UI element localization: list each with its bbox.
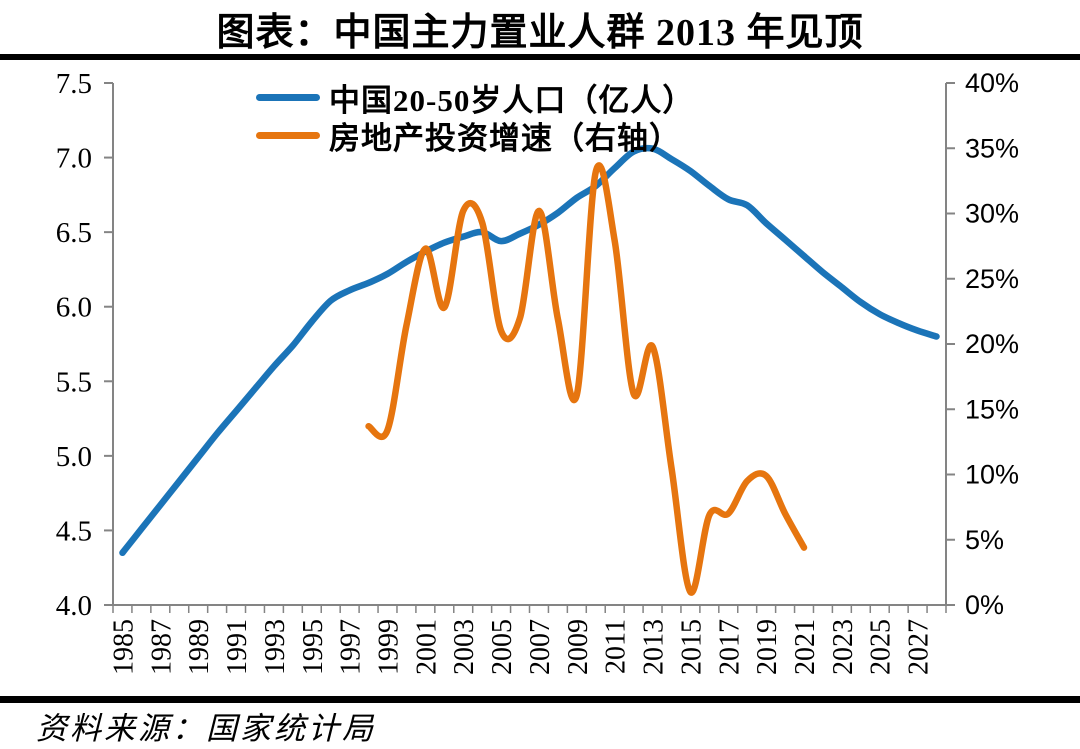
left-axis-tick-label: 7.5 xyxy=(56,68,92,100)
x-axis-tick-label: 1999 xyxy=(374,619,405,675)
x-axis-tick-label: 2005 xyxy=(487,619,518,675)
left-axis-tick-label: 5.0 xyxy=(56,441,92,473)
right-axis-tick-label: 5% xyxy=(965,525,1004,555)
right-axis-tick-label: 30% xyxy=(965,199,1019,229)
left-axis-tick-label: 4.0 xyxy=(56,590,92,622)
investment-line xyxy=(365,162,808,596)
right-axis-tick-label: 40% xyxy=(965,68,1019,98)
x-axis-tick-label: 1997 xyxy=(336,619,367,675)
left-axis-tick-label: 6.5 xyxy=(56,217,92,249)
right-axis-tick-label: 10% xyxy=(965,460,1019,490)
legend-label-investment: 房地产投资增速（右轴） xyxy=(329,120,681,156)
right-axis-tick-label: 35% xyxy=(965,133,1019,163)
x-axis-tick-label: 2017 xyxy=(714,619,745,675)
population-line xyxy=(119,144,940,557)
bottom-rule xyxy=(0,696,1080,703)
x-axis-tick-label: 1991 xyxy=(222,619,253,675)
legend-item-investment: 房地产投资增速（右轴） xyxy=(256,116,694,156)
left-axis-tick-label: 5.5 xyxy=(56,366,92,398)
x-axis-tick-label: 1989 xyxy=(184,619,215,675)
population-line-swatch xyxy=(256,93,320,101)
top-rule xyxy=(0,54,1080,60)
chart-title: 图表：中国主力置业人群 2013 年见顶 xyxy=(216,12,864,54)
x-axis-tick-label: 1987 xyxy=(146,619,177,675)
x-axis-ticks xyxy=(112,605,947,613)
legend-item-population: 中国20-50岁人口（亿人） xyxy=(256,78,694,118)
x-axis-tick-label: 1993 xyxy=(260,619,291,675)
axis-lines xyxy=(112,83,947,606)
x-axis-tick-label: 2009 xyxy=(563,619,594,675)
right-axis-tick-label: 20% xyxy=(965,329,1019,359)
x-axis-tick-label: 2019 xyxy=(752,619,783,675)
x-axis-tick-label: 2003 xyxy=(449,619,480,675)
x-axis-tick-label: 2025 xyxy=(866,619,897,675)
x-axis-tick-label: 2015 xyxy=(676,619,707,675)
legend-label-population: 中国20-50岁人口（亿人） xyxy=(329,82,695,118)
chart-legend: 中国20-50岁人口（亿人） 房地产投资增速（右轴） xyxy=(256,78,694,156)
x-axis-tick-label: 2027 xyxy=(904,619,935,675)
right-axis-tick-label: 0% xyxy=(965,590,1004,620)
investment-line-swatch xyxy=(256,131,320,139)
x-axis-tick-label: 2007 xyxy=(525,619,556,675)
x-axis-tick-label: 1995 xyxy=(298,619,329,675)
source-note: 资料来源：国家统计局 xyxy=(36,711,376,746)
left-axis-tick-label: 7.0 xyxy=(56,143,92,175)
left-axis-tick-label: 4.5 xyxy=(56,515,92,547)
x-axis-tick-label: 2001 xyxy=(411,619,442,675)
x-axis-tick-label: 2013 xyxy=(639,619,670,675)
right-axis-tick-label: 15% xyxy=(965,394,1019,424)
right-axis-tick-label: 25% xyxy=(965,264,1019,294)
x-axis-tick-label: 2011 xyxy=(601,619,632,674)
left-axis-tick-label: 6.0 xyxy=(56,292,92,324)
x-axis-tick-label: 1985 xyxy=(108,619,139,675)
x-axis-tick-label: 2023 xyxy=(828,619,859,675)
x-axis-tick-label: 2021 xyxy=(790,619,821,675)
